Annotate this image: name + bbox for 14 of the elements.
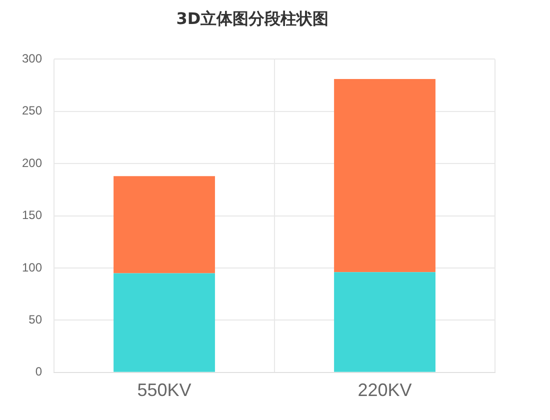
chart-title: 3D立体图分段柱状图 <box>176 8 329 28</box>
bar <box>114 273 215 372</box>
bar <box>114 176 215 274</box>
y-tick-label: 300 <box>22 52 42 66</box>
x-tick-label: 220KV <box>358 380 412 400</box>
bar <box>334 272 436 372</box>
y-tick-label: 150 <box>22 208 42 222</box>
y-tick-label: 100 <box>22 260 42 274</box>
y-tick-label: 0 <box>35 364 42 379</box>
x-tick-label: 550KV <box>137 380 192 400</box>
y-tick-label: 250 <box>22 104 42 118</box>
y-tick-label: 50 <box>28 312 42 327</box>
bar <box>334 79 436 272</box>
y-tick-label: 200 <box>22 156 42 170</box>
